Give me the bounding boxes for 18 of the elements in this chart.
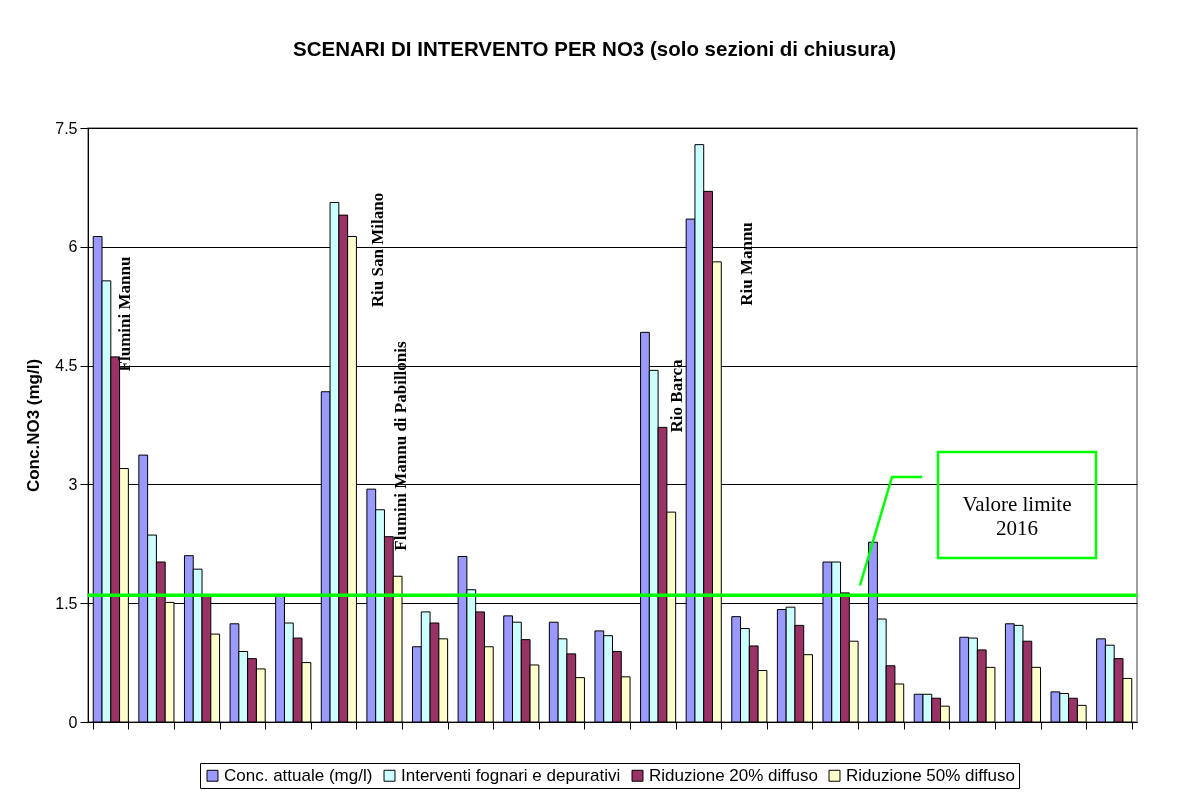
- y-tick-label: 7.5: [55, 119, 78, 137]
- annotation: Riu Mannu: [737, 222, 756, 306]
- ref-line-label: Valore limite 2016: [962, 492, 1072, 540]
- y-tick-label: 0: [68, 713, 78, 731]
- legend-label: Riduzione 50% diffuso: [846, 765, 1015, 785]
- annotation: Riu San Milano: [368, 192, 387, 308]
- legend-label: Riduzione 20% diffuso: [649, 765, 818, 785]
- y-tick-label: 3: [68, 475, 78, 493]
- chart-title: SCENARI DI INTERVENTO PER NO3 (solo sezioni di chiusura): [293, 36, 896, 60]
- annotation: Flumini Mannu di Pabillonis: [391, 340, 410, 551]
- legend-label: Interventi fognari e depurativi: [401, 765, 621, 785]
- legend-label: Conc. attuale (mg/l): [224, 765, 373, 785]
- y-axis-title: Conc.NO3 (mg/l): [24, 358, 44, 493]
- y-tick-label: 1.5: [55, 594, 78, 612]
- annotation: Rio Barca: [667, 359, 686, 433]
- y-tick-label: 4.5: [55, 357, 78, 375]
- y-tick-label: 6: [68, 238, 78, 256]
- annotation: Flumini Mannu: [115, 256, 134, 372]
